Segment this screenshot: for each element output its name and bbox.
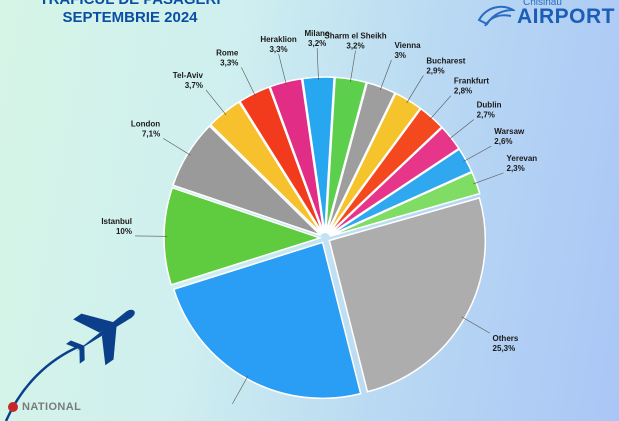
pie-label-3: Bucharest bbox=[426, 56, 465, 65]
pie-value-14: 3,3% bbox=[269, 45, 287, 54]
pie-leader-line-8 bbox=[461, 316, 490, 334]
pie-leader-line-12 bbox=[205, 89, 227, 116]
pie-label-1: Sharm el Sheikh bbox=[324, 31, 386, 40]
pie-label-5: Dublin bbox=[477, 101, 502, 110]
pie-leader-line-6 bbox=[463, 145, 492, 162]
pie-leader-line-3 bbox=[406, 75, 424, 104]
pie-label-11: London bbox=[131, 119, 160, 128]
pie-value-1: 3,2% bbox=[346, 41, 364, 50]
pie-value-6: 2,6% bbox=[494, 137, 512, 146]
pie-leader-line-1 bbox=[350, 50, 356, 83]
pie-leader-line-15 bbox=[316, 48, 319, 81]
pie-value-2: 3% bbox=[394, 51, 406, 60]
logo-main-text: AIRPORT bbox=[517, 5, 615, 28]
pie-label-2: Vienna bbox=[394, 41, 421, 50]
pie-label-13: Rome bbox=[216, 48, 239, 57]
airplane-icon bbox=[4, 309, 135, 421]
pie-leader-line-7 bbox=[473, 172, 504, 185]
pie-leader-line-5 bbox=[448, 119, 474, 140]
pie-value-8: 25,3% bbox=[493, 344, 516, 353]
pie-label-12: Tel-Aviv bbox=[173, 71, 204, 80]
chart-title-line2: SEPTEMBRIE 2024 bbox=[62, 9, 198, 26]
pie-value-3: 2,9% bbox=[426, 66, 444, 75]
airport-logo: Chisinau AIRPORT bbox=[447, 0, 615, 36]
airport-wing-icon bbox=[477, 5, 515, 27]
pie-label-4: Frankfurt bbox=[454, 77, 489, 86]
pie-value-7: 2,3% bbox=[507, 164, 525, 173]
pie-value-5: 2,7% bbox=[477, 111, 495, 120]
pie-value-13: 3,3% bbox=[220, 58, 238, 67]
brand-text: NATIONAL bbox=[22, 401, 82, 413]
pie-value-12: 3,7% bbox=[185, 81, 203, 90]
pie-label-15: Milano bbox=[304, 29, 329, 38]
pie-value-15: 3,2% bbox=[308, 39, 326, 48]
pie-leader-line-14 bbox=[278, 53, 287, 85]
pie-label-10: Istanbul bbox=[101, 217, 132, 226]
pie-value-10: 10% bbox=[116, 227, 132, 236]
pie-value-11: 7,1% bbox=[142, 129, 160, 138]
pie-leader-line-9 bbox=[232, 375, 249, 405]
pie-leader-line-13 bbox=[241, 67, 256, 97]
pie-label-14: Heraklion bbox=[260, 35, 297, 44]
pie-leader-line-2 bbox=[379, 59, 392, 91]
pie-leader-line-4 bbox=[429, 95, 452, 120]
pie-label-7: Yerevan bbox=[507, 154, 538, 163]
national-dot-icon bbox=[8, 402, 18, 412]
pie-label-8: Others bbox=[493, 334, 519, 343]
logo-top-text: Chisinau bbox=[523, 0, 562, 8]
pie-leader-line-11 bbox=[163, 138, 191, 156]
pie-value-4: 2,8% bbox=[454, 87, 472, 96]
pie-label-6: Warsaw bbox=[494, 127, 525, 136]
chart-title-line1: TRAFICUL DE PASAGERI bbox=[0, 0, 260, 9]
